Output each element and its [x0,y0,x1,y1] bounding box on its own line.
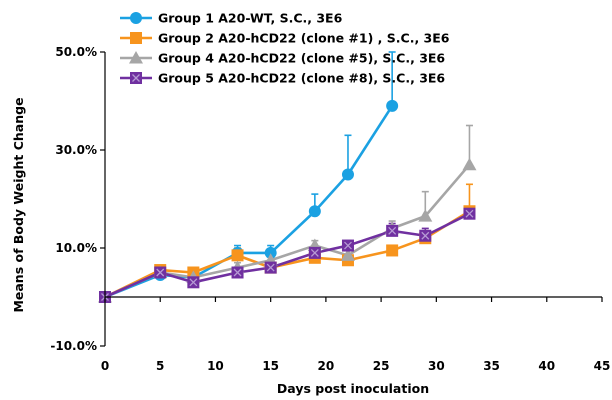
x-tick-label: 20 [318,359,335,373]
data-point-marker [386,224,399,237]
data-point-marker [264,261,277,274]
legend-label: Group 2 A20-hCD22 (clone #1) , S.C., 3E6 [158,31,450,46]
x-tick-label: 10 [207,359,224,373]
legend-marker [130,72,142,84]
series-line-2 [104,210,471,299]
data-point-marker [231,266,244,279]
legend: Group 1 A20-WT, S.C., 3E6 Group 2 A20-hCD… [120,11,450,86]
y-axis-title: Means of Body Weight Change [11,97,26,312]
data-point-marker [154,266,167,279]
legend-label: Group 1 A20-WT, S.C., 3E6 [158,11,343,26]
data-point-marker [308,246,321,259]
x-axis-title: Days post inoculation [277,381,429,396]
x-tick-label: 5 [156,359,164,373]
data-point-marker [462,157,477,171]
ticks-layer: -10.0% 10.0% 30.0% 50.0% 0 5 10 15 20 25 30 35 40 45 [50,45,610,373]
data-point-marker [231,249,244,262]
data-point-marker [419,229,432,242]
x-tick-label: 30 [428,359,445,373]
legend-marker [130,12,142,24]
legend-item: Group 5 A20-hCD22 (clone #8), S.C., 3E6 [120,71,445,86]
legend-marker [129,51,143,64]
data-point-marker [341,239,354,252]
legend-label: Group 5 A20-hCD22 (clone #8), S.C., 3E6 [158,71,445,86]
x-tick-label: 15 [262,359,279,373]
axes-layer [104,52,602,346]
data-point-marker [386,99,399,112]
y-tick-label: 30.0% [55,143,97,157]
data-point-marker [341,168,354,181]
legend-item: Group 1 A20-WT, S.C., 3E6 [120,11,343,26]
x-tick-label: 25 [373,359,390,373]
data-point-marker [308,205,321,218]
y-tick-label: 10.0% [55,241,97,255]
data-point-marker [187,276,200,289]
legend-marker [130,32,142,44]
data-point-marker [386,244,399,257]
legend-item: Group 4 A20-hCD22 (clone #5), S.C., 3E6 [120,51,445,66]
legend-item: Group 2 A20-hCD22 (clone #1) , S.C., 3E6 [120,31,450,46]
series-markers-layer [98,99,477,303]
legend-label: Group 4 A20-hCD22 (clone #5), S.C., 3E6 [158,51,445,66]
series-line-4 [104,212,471,299]
data-point-marker [463,207,476,220]
x-tick-label: 40 [538,359,555,373]
y-tick-label: -10.0% [50,339,97,353]
data-point-marker [264,246,277,259]
x-tick-label: 35 [483,359,500,373]
y-tick-label: 50.0% [55,45,97,59]
data-point-marker [418,209,433,222]
data-point-marker [340,248,355,261]
x-tick-label: 0 [101,359,109,373]
x-tick-label: 45 [594,359,611,373]
series-line-3 [104,163,471,299]
